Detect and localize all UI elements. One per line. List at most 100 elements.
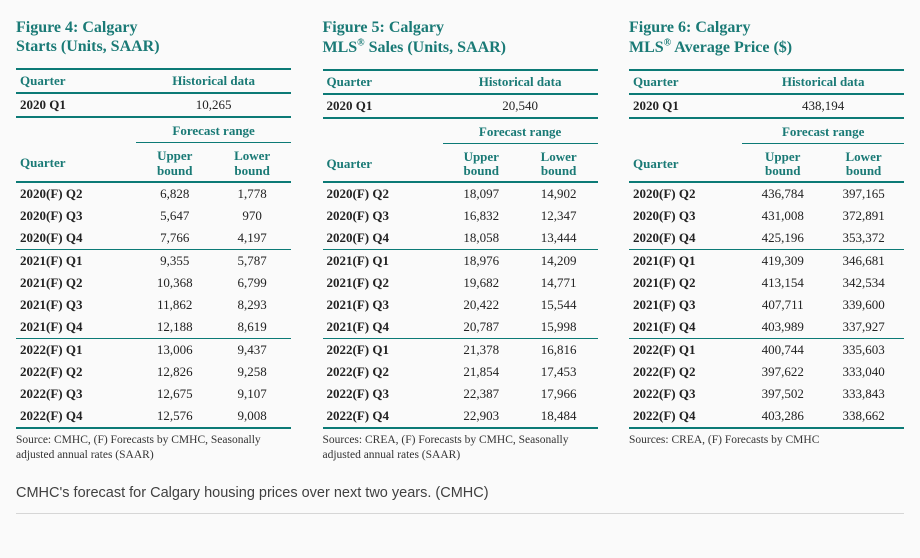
- forecast-header: Forecast range: [443, 121, 598, 144]
- row-lower: 15,998: [520, 316, 598, 339]
- table-row: 2021(F) Q1419,309346,681: [629, 250, 904, 273]
- row-upper: 21,378: [443, 339, 520, 362]
- row-quarter: 2020(F) Q2: [323, 182, 443, 205]
- row-lower: 335,603: [823, 339, 904, 362]
- forecast-rows-1: 2020(F) Q218,09714,9022020(F) Q316,83212…: [323, 182, 598, 428]
- row-upper: 413,154: [742, 272, 823, 294]
- row-lower: 13,444: [520, 227, 598, 250]
- table-row: 2021(F) Q420,78715,998: [323, 316, 598, 339]
- row-quarter: 2022(F) Q1: [16, 338, 136, 361]
- table-row: 2022(F) Q1400,744335,603: [629, 339, 904, 362]
- row-upper: 12,576: [136, 405, 213, 428]
- row-upper: 9,355: [136, 249, 213, 272]
- table-row: 2021(F) Q320,42215,544: [323, 294, 598, 316]
- row-upper: 7,766: [136, 227, 213, 250]
- row-lower: 372,891: [823, 205, 904, 227]
- row-upper: 20,787: [443, 316, 520, 339]
- col-upper: Upperbound: [443, 143, 520, 182]
- row-quarter: 2021(F) Q4: [16, 316, 136, 339]
- row-quarter: 2020(F) Q4: [16, 227, 136, 250]
- table-row: 2021(F) Q19,3555,787: [16, 249, 291, 272]
- row-quarter: 2022(F) Q4: [16, 405, 136, 428]
- table-row: 2022(F) Q322,38717,966: [323, 383, 598, 405]
- row-quarter: 2021(F) Q4: [629, 316, 742, 339]
- row-upper: 436,784: [742, 182, 823, 205]
- col-historical: Historical data: [136, 69, 291, 93]
- hist-value: 20,540: [443, 94, 598, 118]
- row-lower: 9,258: [213, 361, 291, 383]
- row-upper: 5,647: [136, 205, 213, 227]
- row-quarter: 2021(F) Q2: [629, 272, 742, 294]
- row-upper: 12,675: [136, 383, 213, 405]
- hist-quarter: 2020 Q1: [16, 93, 136, 117]
- hist-value: 10,265: [136, 93, 291, 117]
- figure-6-source: Sources: CREA, (F) Forecasts by CMHC: [629, 433, 904, 448]
- figure-5-title: Figure 5: Calgary MLS® Sales (Units, SAA…: [323, 18, 598, 57]
- image-caption: CMHC's forecast for Calgary housing pric…: [16, 485, 904, 514]
- figure-5-table: Quarter Historical data 2020 Q1 20,540 F…: [323, 69, 598, 430]
- row-upper: 13,006: [136, 338, 213, 361]
- row-quarter: 2021(F) Q3: [323, 294, 443, 316]
- table-row: 2021(F) Q3407,711339,600: [629, 294, 904, 316]
- row-lower: 9,437: [213, 338, 291, 361]
- row-lower: 8,293: [213, 294, 291, 316]
- forecast-rows-0: 2020(F) Q26,8281,7782020(F) Q35,64797020…: [16, 182, 291, 428]
- row-upper: 18,097: [443, 182, 520, 205]
- table-row: 2020(F) Q26,8281,778: [16, 182, 291, 205]
- hist-quarter: 2020 Q1: [323, 94, 443, 118]
- col-quarter: Quarter: [323, 70, 443, 94]
- col-quarter-2: Quarter: [16, 143, 136, 182]
- table-row: 2022(F) Q412,5769,008: [16, 405, 291, 428]
- row-upper: 397,622: [742, 361, 823, 383]
- col-lower: Lowerbound: [213, 143, 291, 182]
- col-quarter: Quarter: [629, 70, 742, 94]
- col-quarter-2: Quarter: [323, 143, 443, 182]
- table-row: 2020(F) Q2436,784397,165: [629, 182, 904, 205]
- figure-4-panel: Figure 4: Calgary Starts (Units, SAAR) Q…: [16, 18, 291, 463]
- row-lower: 14,771: [520, 272, 598, 294]
- table-row: 2020(F) Q4425,196353,372: [629, 227, 904, 250]
- table-row: 2022(F) Q4403,286338,662: [629, 405, 904, 428]
- row-upper: 20,422: [443, 294, 520, 316]
- row-lower: 17,453: [520, 361, 598, 383]
- table-row: 2021(F) Q118,97614,209: [323, 250, 598, 273]
- table-row: 2022(F) Q221,85417,453: [323, 361, 598, 383]
- row-upper: 400,744: [742, 339, 823, 362]
- table-row: 2021(F) Q311,8628,293: [16, 294, 291, 316]
- figure-4-title-line1: Figure 4: Calgary: [16, 19, 137, 36]
- forecast-header: Forecast range: [136, 120, 291, 143]
- table-row: 2022(F) Q312,6759,107: [16, 383, 291, 405]
- forecast-header: Forecast range: [742, 121, 904, 144]
- figure-6-table: Quarter Historical data 2020 Q1 438,194 …: [629, 69, 904, 430]
- row-upper: 22,903: [443, 405, 520, 428]
- figures-row: Figure 4: Calgary Starts (Units, SAAR) Q…: [16, 18, 904, 463]
- table-row: 2022(F) Q3397,502333,843: [629, 383, 904, 405]
- row-upper: 18,058: [443, 227, 520, 250]
- row-quarter: 2021(F) Q2: [323, 272, 443, 294]
- row-quarter: 2022(F) Q1: [323, 339, 443, 362]
- row-quarter: 2022(F) Q3: [323, 383, 443, 405]
- col-historical: Historical data: [443, 70, 598, 94]
- row-lower: 8,619: [213, 316, 291, 339]
- row-lower: 9,008: [213, 405, 291, 428]
- row-quarter: 2022(F) Q3: [16, 383, 136, 405]
- col-quarter: Quarter: [16, 69, 136, 93]
- row-lower: 5,787: [213, 249, 291, 272]
- table-row: 2021(F) Q210,3686,799: [16, 272, 291, 294]
- row-upper: 407,711: [742, 294, 823, 316]
- row-quarter: 2021(F) Q1: [16, 249, 136, 272]
- table-row: 2020(F) Q418,05813,444: [323, 227, 598, 250]
- row-lower: 970: [213, 205, 291, 227]
- col-lower: Lowerbound: [520, 143, 598, 182]
- table-row: 2022(F) Q113,0069,437: [16, 338, 291, 361]
- table-row: 2022(F) Q121,37816,816: [323, 339, 598, 362]
- row-lower: 16,816: [520, 339, 598, 362]
- row-quarter: 2020(F) Q2: [16, 182, 136, 205]
- row-lower: 397,165: [823, 182, 904, 205]
- row-lower: 342,534: [823, 272, 904, 294]
- figure-5-title-line2: MLS® Sales (Units, SAAR): [323, 39, 507, 56]
- table-row: 2022(F) Q2397,622333,040: [629, 361, 904, 383]
- row-quarter: 2020(F) Q4: [323, 227, 443, 250]
- row-upper: 403,286: [742, 405, 823, 428]
- table-row: 2022(F) Q422,90318,484: [323, 405, 598, 428]
